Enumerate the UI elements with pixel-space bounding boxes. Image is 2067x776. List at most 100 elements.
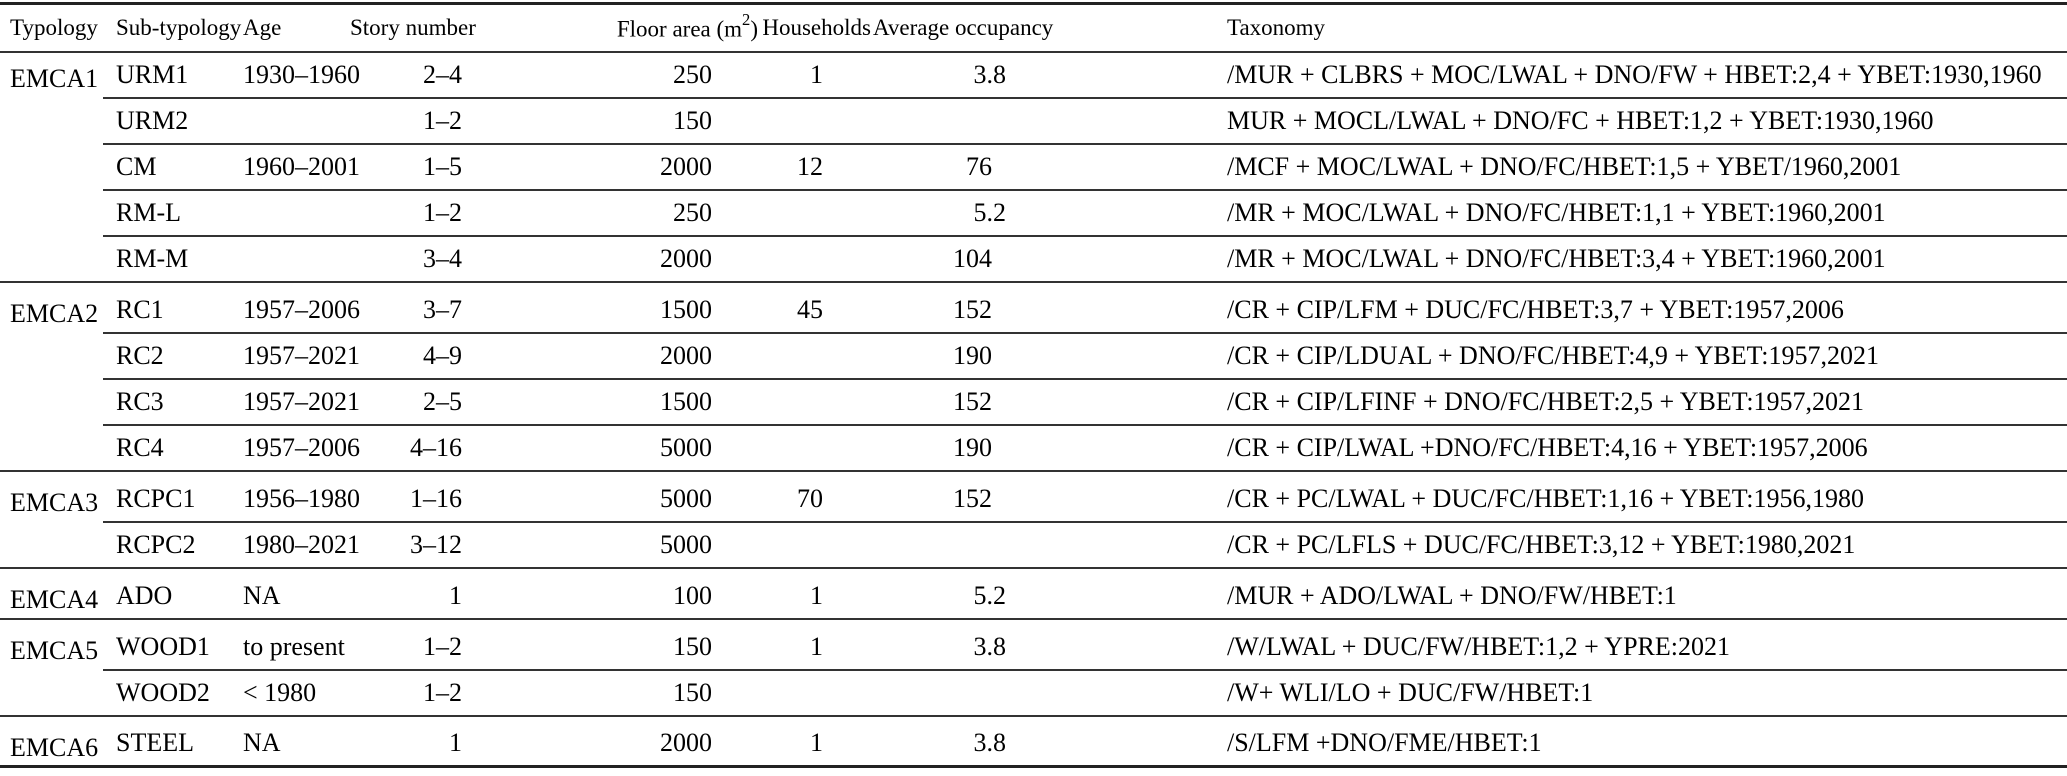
- header-row: Typology Sub-typology Age Story number Floor…: [0, 2, 2067, 53]
- cell-taxonomy: /W+ WLI/LO + DUC/FW/HBET:1: [1048, 669, 2067, 717]
- cell-age: NA: [240, 715, 350, 768]
- cell-story-number: 3–12: [350, 521, 466, 569]
- cell-taxonomy: /MR + MOC/LWAL + DNO/FC/HBET:1,1 + YBET:…: [1048, 189, 2067, 237]
- col-header-typology: Typology: [0, 2, 103, 53]
- table-body: EMCA1 URM1 1930–1960 2–4 250 1 3.8/MUR + CLBRS…: [0, 51, 2067, 768]
- cell-story-number: 4–16: [350, 424, 466, 472]
- cell-floor-area: 150: [466, 618, 760, 671]
- cell-sub-typology: RC4: [103, 424, 240, 472]
- cell-taxonomy: /CR + PC/LFLS + DUC/FC/HBET:3,12 + YBET:…: [1048, 521, 2067, 569]
- cell-story-number: 1–5: [350, 143, 466, 191]
- cell-average-occupancy: 190: [873, 424, 1048, 472]
- col-header-story-number: Story number: [350, 2, 476, 53]
- cell-floor-area: 2000: [466, 143, 760, 191]
- cell-typology: EMCA3: [0, 470, 103, 569]
- cell-story-number: 3–4: [350, 235, 466, 283]
- cell-age: 1980–2021: [240, 521, 360, 569]
- cell-average-occupancy: 5.2: [873, 189, 1048, 237]
- cell-taxonomy: /CR + CIP/LDUAL + DNO/FC/HBET:4,9 + YBET…: [1048, 332, 2067, 380]
- cell-households: 45: [760, 281, 873, 334]
- cell-average-occupancy: 76: [873, 143, 1048, 191]
- cell-households: [760, 97, 873, 145]
- cell-floor-area: 250: [466, 189, 760, 237]
- cell-average-occupancy: 3.8: [873, 715, 1048, 768]
- table-row: RC3 1957–2021 2–5 1500 152/CR + CIP/LFINF + …: [0, 378, 2067, 426]
- cell-typology: EMCA6: [0, 715, 103, 768]
- cell-households: [760, 669, 873, 717]
- table-row: EMCA3 RCPC1 1956–1980 1–16 5000 70 152/CR + PC…: [0, 470, 2067, 569]
- cell-households: [760, 332, 873, 380]
- cell-age: 1960–2001: [240, 143, 360, 191]
- cell-sub-typology: RC3: [103, 378, 240, 426]
- cell-floor-area: 150: [466, 97, 760, 145]
- cell-story-number: 3–7: [350, 281, 466, 334]
- cell-story-number: 1–2: [350, 618, 466, 671]
- cell-average-occupancy: 152: [873, 470, 1048, 523]
- cell-taxonomy: /MCF + MOC/LWAL + DNO/FC/HBET:1,5 + YBET…: [1048, 143, 2067, 191]
- cell-story-number: 2–5: [350, 378, 466, 426]
- cell-floor-area: 2000: [466, 715, 760, 768]
- cell-sub-typology: RM-L: [103, 189, 240, 237]
- cell-story-number: 1: [350, 715, 466, 768]
- col-header-floor-area: Floor area (m2): [466, 2, 760, 53]
- cell-sub-typology: CM: [103, 143, 240, 191]
- cell-floor-area: 2000: [466, 235, 760, 283]
- cell-floor-area: 150: [466, 669, 760, 717]
- cell-typology: EMCA4: [0, 567, 103, 620]
- cell-age: 1957–2021: [240, 332, 360, 380]
- cell-age: NA: [240, 567, 350, 620]
- cell-average-occupancy: 3.8: [873, 618, 1048, 671]
- cell-story-number: 1–2: [350, 189, 466, 237]
- cell-typology: EMCA5: [0, 618, 103, 717]
- col-header-sub-typology: Sub-typology: [103, 2, 241, 53]
- table-row: RM-L 1–2 250 5.2/MR + MOC/LWAL + DNO/FC/HBE…: [0, 189, 2067, 237]
- cell-floor-area: 5000: [466, 424, 760, 472]
- cell-taxonomy: /CR + CIP/LWAL +DNO/FC/HBET:4,16 + YBET:…: [1048, 424, 2067, 472]
- cell-floor-area: 2000: [466, 332, 760, 380]
- cell-floor-area: 5000: [466, 521, 760, 569]
- cell-households: 12: [760, 143, 873, 191]
- cell-households: [760, 189, 873, 237]
- cell-average-occupancy: [873, 521, 1048, 569]
- cell-story-number: 1: [350, 567, 466, 620]
- cell-story-number: 1–2: [350, 669, 466, 717]
- cell-taxonomy: /MUR + ADO/LWAL + DNO/FW/HBET:1: [1048, 567, 2067, 620]
- cell-typology: EMCA2: [0, 281, 103, 472]
- cell-sub-typology: URM2: [103, 97, 240, 145]
- cell-taxonomy: /W/LWAL + DUC/FW/HBET:1,2 + YPRE:2021: [1048, 618, 2067, 671]
- cell-age: 1930–1960: [240, 51, 360, 99]
- cell-taxonomy: /CR + CIP/LFM + DUC/FC/HBET:3,7 + YBET:1…: [1048, 281, 2067, 334]
- cell-households: [760, 424, 873, 472]
- cell-age: [240, 189, 350, 237]
- cell-story-number: 1–16: [350, 470, 466, 523]
- cell-households: 1: [760, 51, 873, 99]
- cell-age: [240, 97, 350, 145]
- cell-sub-typology: WOOD2: [103, 669, 240, 717]
- col-header-households: Households: [760, 2, 873, 53]
- cell-story-number: 1–2: [350, 97, 466, 145]
- cell-households: [760, 378, 873, 426]
- col-header-age: Age: [240, 2, 350, 53]
- cell-sub-typology: RCPC1: [103, 470, 240, 523]
- cell-sub-typology: ADO: [103, 567, 240, 620]
- cell-average-occupancy: 5.2: [873, 567, 1048, 620]
- cell-story-number: 2–4: [350, 51, 466, 99]
- table-row: EMCA2 RC1 1957–2006 3–7 1500 45 152/CR + CIP/L…: [0, 281, 2067, 472]
- cell-average-occupancy: [873, 97, 1048, 145]
- cell-floor-area: 250: [466, 51, 760, 99]
- cell-households: 1: [760, 715, 873, 768]
- col-header-average-occupancy: Average occupancy: [873, 2, 1053, 53]
- floor-area-superscript: 2: [742, 10, 751, 30]
- table-row: RCPC2 1980–2021 3–12 5000/CR + PC/LFLS + DU…: [0, 521, 2067, 569]
- cell-floor-area: 100: [466, 567, 760, 620]
- cell-age: to present: [240, 618, 350, 671]
- cell-taxonomy: /MR + MOC/LWAL + DNO/FC/HBET:3,4 + YBET:…: [1048, 235, 2067, 283]
- table-row: RM-M 3–4 2000 104/MR + MOC/LWAL + DNO/FC/HB…: [0, 235, 2067, 283]
- cell-sub-typology: RM-M: [103, 235, 240, 283]
- cell-sub-typology: RCPC2: [103, 521, 240, 569]
- cell-sub-typology: WOOD1: [103, 618, 240, 671]
- cell-sub-typology: STEEL: [103, 715, 240, 768]
- cell-taxonomy: /CR + CIP/LFINF + DNO/FC/HBET:2,5 + YBET…: [1048, 378, 2067, 426]
- cell-sub-typology: RC2: [103, 332, 240, 380]
- cell-floor-area: 1500: [466, 281, 760, 334]
